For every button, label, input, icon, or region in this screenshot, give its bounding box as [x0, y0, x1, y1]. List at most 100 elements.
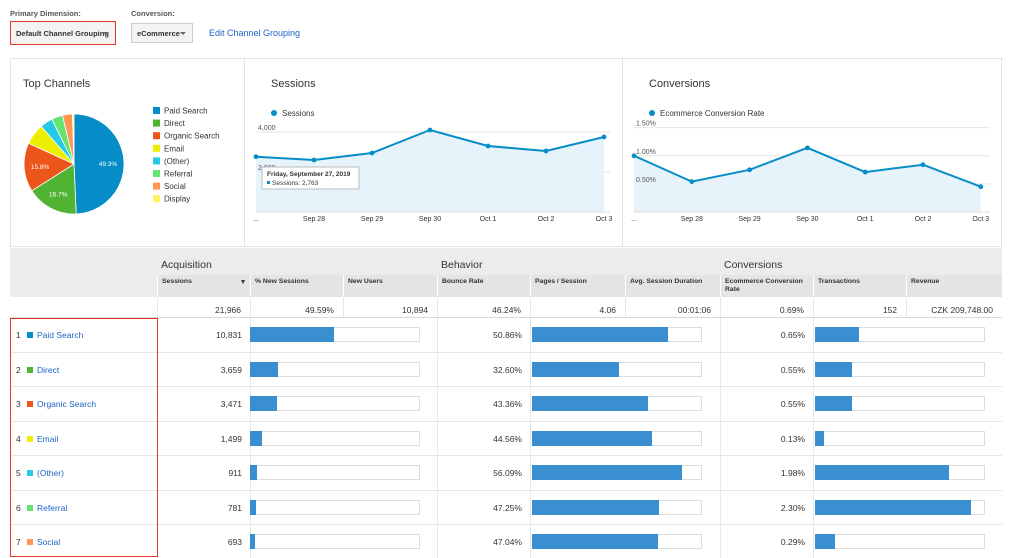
point — [543, 148, 549, 154]
chart-title: Top Channels — [23, 78, 91, 90]
cell-value: 43.36% — [493, 399, 522, 409]
point — [862, 169, 868, 175]
channel-name[interactable]: Social — [37, 537, 61, 547]
conversion-dropdown[interactable]: eCommerce — [131, 23, 193, 43]
channel-swatch — [27, 435, 33, 442]
group-header: Behavior — [441, 259, 483, 271]
edit-channel-grouping-link[interactable]: Edit Channel Grouping — [209, 28, 301, 38]
row-rank: 6 — [16, 502, 21, 513]
cell-value: 3,471 — [220, 399, 242, 409]
point — [311, 157, 317, 163]
column-rule — [813, 318, 814, 558]
cell-value: 693 — [227, 537, 242, 547]
column-header[interactable]: Sessions — [157, 275, 250, 297]
bar — [815, 361, 853, 377]
x-tick-label: Oct 1 — [480, 216, 497, 223]
column-header[interactable]: Revenue — [906, 275, 1002, 297]
column-header[interactable]: Avg. Session Duration — [625, 275, 720, 297]
tooltip-title: Friday, September 27, 2019 — [267, 171, 351, 178]
row-rule — [10, 524, 1002, 525]
y-tick-label: 1.50% — [636, 121, 656, 128]
area — [634, 147, 981, 212]
pie-label: 16.7% — [49, 192, 68, 199]
legend-dot — [271, 110, 277, 116]
pie-slice — [31, 163, 77, 215]
panel-divider — [244, 58, 245, 247]
cell-value: 0.13% — [780, 433, 805, 444]
channel-swatch — [27, 401, 33, 407]
bar — [250, 430, 262, 446]
group-header: Acquisition — [161, 259, 212, 271]
legend-swatch — [153, 132, 160, 140]
cell-value: 10,831 — [216, 330, 242, 340]
channel-swatch — [27, 366, 33, 373]
channel-name[interactable]: Direct — [37, 364, 60, 375]
bar — [815, 465, 950, 480]
legend-label: Referral — [164, 170, 193, 179]
legend-label: Organic Search — [164, 132, 220, 141]
x-tick-label: Sep 28 — [681, 216, 703, 223]
total-value: 49.59% — [250, 297, 343, 318]
column-header[interactable]: New Users — [343, 275, 437, 297]
x-tick-label: Oct 2 — [915, 216, 932, 223]
bar — [532, 361, 620, 377]
bar — [815, 396, 853, 411]
tooltip-box — [261, 166, 360, 190]
total-value: 00:01:06 — [625, 297, 720, 318]
bar — [815, 499, 971, 515]
cell-value: 0.65% — [780, 330, 805, 340]
bar-track — [250, 465, 420, 480]
legend-swatch — [153, 144, 160, 152]
bar — [532, 499, 659, 515]
primary-dimension-dropdown[interactable]: Default Channel Grouping — [10, 21, 116, 45]
channel-swatch — [27, 470, 33, 476]
bar — [250, 327, 334, 342]
header-rule — [10, 317, 1002, 318]
primary-dimension-value[interactable]: Default Channel Grouping — [16, 28, 109, 38]
column-rule — [437, 318, 438, 558]
cell-value: 911 — [228, 468, 242, 478]
total-value: 4.06 — [530, 297, 625, 318]
legend-swatch — [153, 195, 160, 203]
total-value: 152 — [813, 297, 906, 318]
cell-value: 781 — [227, 502, 242, 513]
row-rule — [10, 420, 1002, 422]
legend-swatch — [153, 107, 160, 114]
panel-divider — [622, 58, 623, 247]
cell-value: 0.55% — [780, 364, 805, 375]
cell-value: 50.86% — [493, 330, 522, 340]
cell-value: 56.09% — [493, 468, 522, 478]
channel-name[interactable]: Paid Search — [37, 330, 84, 340]
column-header[interactable]: % New Sessions — [250, 275, 343, 297]
column-header[interactable]: Pages / Session — [530, 275, 625, 297]
legend-swatch — [153, 182, 160, 190]
pie-slice — [73, 113, 125, 215]
cell-value: 0.55% — [780, 399, 805, 409]
y-tick-label: 4,000 — [258, 125, 276, 132]
bar — [250, 396, 277, 411]
bar — [532, 327, 669, 342]
cell-value: 44.56% — [493, 433, 522, 444]
channel-name[interactable]: Organic Search — [37, 399, 97, 409]
channel-swatch — [27, 332, 33, 338]
total-value: 46.24% — [437, 297, 530, 318]
row-rank: 7 — [16, 537, 21, 547]
column-header[interactable]: Ecommerce Conversion Rate — [720, 275, 813, 297]
bar — [815, 327, 860, 342]
legend-dot — [649, 110, 655, 116]
conversion-value[interactable]: eCommerce — [137, 28, 180, 38]
column-header[interactable]: Bounce Rate — [437, 275, 530, 297]
bar — [250, 465, 258, 480]
x-tick-label: Sep 30 — [419, 216, 441, 223]
channel-name[interactable]: Email — [37, 433, 59, 444]
point — [747, 167, 752, 173]
charts: Top Channels 49.3% Paid Search 16.7% Direct 1… — [23, 78, 990, 223]
column-header[interactable]: Transactions — [813, 275, 906, 297]
point — [601, 134, 607, 140]
legend-swatch — [153, 119, 160, 127]
channel-name[interactable]: (Other) — [37, 468, 64, 478]
channel-name[interactable]: Referral — [37, 502, 68, 513]
bar — [532, 396, 649, 411]
cell-value: 47.04% — [493, 537, 522, 547]
x-tick-label: Oct 2 — [538, 216, 555, 223]
